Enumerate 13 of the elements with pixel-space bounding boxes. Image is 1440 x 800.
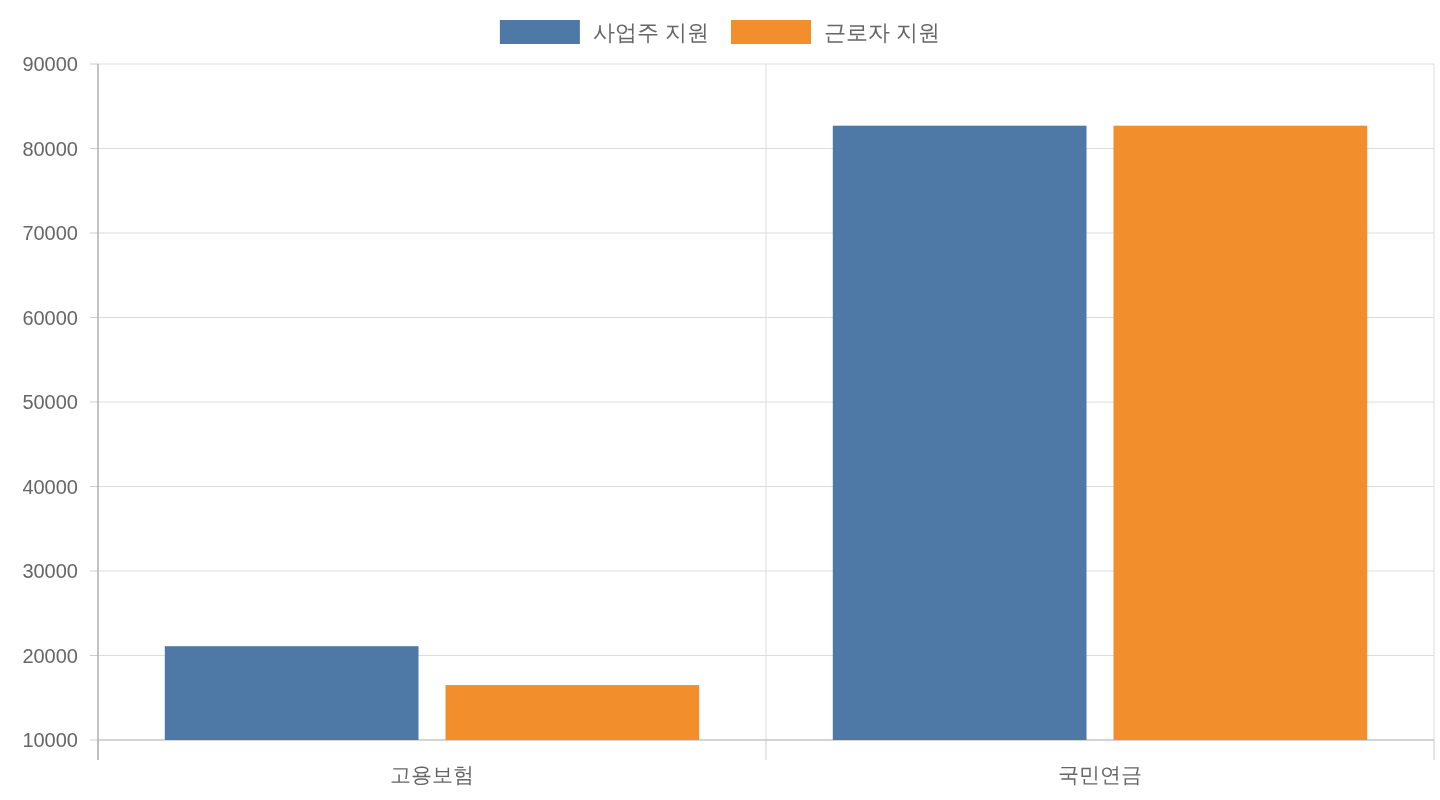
y-tick-label: 60000 — [22, 306, 78, 329]
y-tick-label: 80000 — [22, 137, 78, 160]
y-tick-label: 90000 — [22, 53, 78, 75]
legend-label: 사업주 지원 — [592, 20, 709, 45]
y-tick-label: 40000 — [22, 475, 78, 498]
y-tick-label: 30000 — [22, 560, 78, 582]
x-tick-label: 국민연금 — [1058, 763, 1142, 786]
y-tick-label: 70000 — [22, 222, 78, 244]
x-tick-label: 고용보험 — [390, 763, 474, 786]
legend-label: 근로자 지원 — [824, 20, 941, 45]
y-tick-label: 10000 — [22, 729, 78, 751]
y-tick-label: 50000 — [22, 391, 78, 413]
y-tick-label: 20000 — [22, 644, 78, 667]
